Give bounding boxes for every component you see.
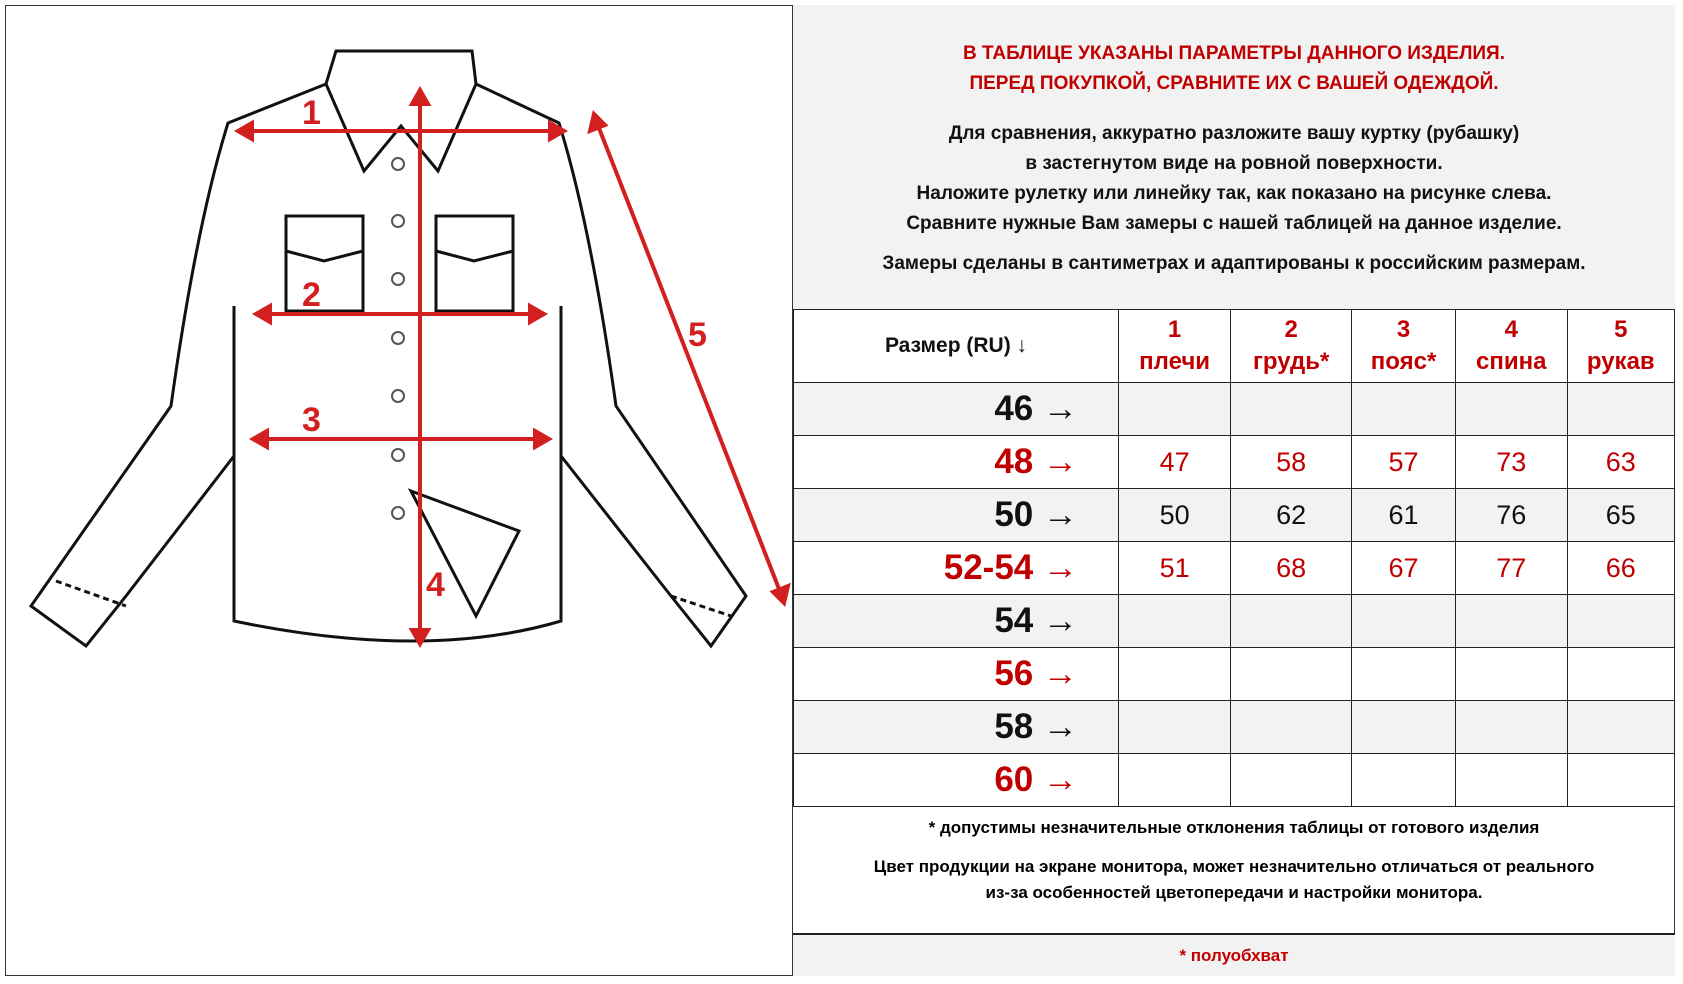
column-number: 3 — [1396, 316, 1411, 343]
measurement-cell: 61 — [1351, 488, 1456, 542]
measurement-cell — [1230, 647, 1353, 701]
measurement-cell — [1351, 647, 1456, 701]
instruction-line: Для сравнения, аккуратно разложите вашу … — [948, 123, 1520, 144]
size-cell: 46 → — [793, 382, 1119, 436]
size-cell: 50 → — [793, 488, 1119, 542]
instruction-line: в застегнутом виде на ровной поверхности… — [1025, 153, 1443, 174]
measurement-cell — [1230, 382, 1353, 436]
deviation-note: * допустимы незначительные отклонения та… — [928, 818, 1540, 837]
measure-label-1: 1 — [302, 94, 321, 132]
column-number: 1 — [1167, 316, 1182, 343]
measurement-cell — [1117, 382, 1232, 436]
measurement-cell — [1454, 647, 1568, 701]
measurement-cell: 76 — [1454, 488, 1568, 542]
table-row: 52-54 → 51 68 67 77 66 — [793, 541, 1676, 595]
size-cell: 56 → — [793, 647, 1119, 701]
measurement-cell — [1351, 753, 1456, 807]
measure-label-2: 2 — [302, 276, 321, 314]
measure-label-3: 3 — [302, 401, 321, 439]
notes-section: * допустимы незначительные отклонения та… — [793, 810, 1675, 935]
measurement-cell: 50 — [1117, 488, 1232, 542]
measurement-cell — [1566, 594, 1676, 648]
size-cell: 52-54 → — [793, 541, 1119, 595]
measurement-cell: 67 — [1351, 541, 1456, 595]
measurement-cell: 62 — [1230, 488, 1353, 542]
measurement-cell: 73 — [1454, 435, 1568, 489]
instruction-line: Сравните нужные Вам замеры с нашей табли… — [906, 213, 1562, 234]
measurement-cell: 57 — [1351, 435, 1456, 489]
column-label: рукав — [1586, 348, 1655, 375]
table-row: 46 → — [793, 382, 1676, 436]
warning-line: ПЕРЕД ПОКУПКОЙ, СРАВНИТЕ ИХ С ВАШЕЙ ОДЕЖ… — [969, 73, 1499, 94]
measurement-cell — [1454, 594, 1568, 648]
measurement-cell — [1117, 594, 1232, 648]
column-header-shoulders: 1 плечи — [1117, 309, 1232, 383]
measurement-cell: 58 — [1230, 435, 1353, 489]
table-header-row: Размер (RU) ↓ 1 плечи 2 грудь* 3 пояс* 4 спи… — [793, 309, 1676, 383]
size-cell: 54 → — [793, 594, 1119, 648]
measurement-cell — [1566, 753, 1676, 807]
measurement-cell: 47 — [1117, 435, 1232, 489]
measurement-cell: 51 — [1117, 541, 1232, 595]
column-header-sleeve: 5 рукав — [1566, 309, 1676, 383]
units-note: Замеры сделаны в сантиметрах и адаптиров… — [882, 253, 1586, 274]
measurement-cell: 66 — [1566, 541, 1676, 595]
measurement-cell — [1351, 594, 1456, 648]
measurement-cell: 77 — [1454, 541, 1568, 595]
column-header-back: 4 спина — [1454, 309, 1568, 383]
measurement-cell — [1566, 647, 1676, 701]
table-row: 48 → 47 58 57 73 63 — [793, 435, 1676, 489]
column-number: 2 — [1284, 316, 1298, 343]
measurement-cell — [1230, 700, 1353, 754]
color-note-line: Цвет продукции на экране монитора, может… — [873, 857, 1595, 876]
color-note: Цвет продукции на экране монитора, может… — [793, 854, 1675, 906]
measurement-cell — [1454, 700, 1568, 754]
warning-text: В ТАБЛИЦЕ УКАЗАНЫ ПАРАМЕТРЫ ДАННОГО ИЗДЕ… — [793, 39, 1675, 99]
column-label: пояс* — [1370, 348, 1437, 375]
size-column-header: Размер (RU) ↓ — [793, 309, 1119, 383]
color-note-line: из-за особенностей цветопередачи и настр… — [985, 883, 1483, 902]
column-header-waist: 3 пояс* — [1351, 309, 1456, 383]
shirt-illustration: 1 2 3 4 5 — [28, 49, 791, 649]
table-row: 58 → — [793, 700, 1676, 754]
column-number: 4 — [1504, 316, 1518, 343]
column-label: плечи — [1139, 348, 1211, 375]
column-number: 5 — [1614, 316, 1628, 343]
table-row: 60 → — [793, 753, 1676, 807]
half-girth-note: * полуобхват — [793, 935, 1675, 976]
instruction-line: Наложите рулетку или линейку так, как по… — [916, 183, 1552, 204]
size-table: Размер (RU) ↓ 1 плечи 2 грудь* 3 пояс* 4 спи… — [793, 309, 1676, 807]
measurement-cell: 63 — [1566, 435, 1676, 489]
column-header-chest: 2 грудь* — [1230, 309, 1353, 383]
size-cell: 58 → — [793, 700, 1119, 754]
measurement-cell — [1351, 700, 1456, 754]
size-cell: 48 → — [793, 435, 1119, 489]
size-chart-panel: В ТАБЛИЦЕ УКАЗАНЫ ПАРАМЕТРЫ ДАННОГО ИЗДЕ… — [792, 5, 1676, 976]
measurement-cell — [1117, 700, 1232, 754]
measurement-cell — [1117, 753, 1232, 807]
instructions: Для сравнения, аккуратно разложите вашу … — [793, 119, 1675, 239]
measurement-cell — [1566, 700, 1676, 754]
measurement-cell — [1230, 594, 1353, 648]
measure-label-5: 5 — [688, 316, 707, 354]
size-cell: 60 → — [793, 753, 1119, 807]
table-row: 56 → — [793, 647, 1676, 701]
measurement-cell: 68 — [1230, 541, 1353, 595]
measurement-cell — [1351, 382, 1456, 436]
shirt-diagram: 1 2 3 4 5 — [6, 6, 792, 975]
column-label: спина — [1476, 348, 1547, 375]
table-row: 50 → 50 62 61 76 65 — [793, 488, 1676, 542]
measurement-cell: 65 — [1566, 488, 1676, 542]
warning-line: В ТАБЛИЦЕ УКАЗАНЫ ПАРАМЕТРЫ ДАННОГО ИЗДЕ… — [962, 43, 1505, 64]
column-label: грудь* — [1252, 348, 1330, 375]
measurement-cell — [1230, 753, 1353, 807]
measurement-cell — [1454, 382, 1568, 436]
measurement-cell — [1117, 647, 1232, 701]
measurement-cell — [1566, 382, 1676, 436]
measure-label-4: 4 — [426, 566, 445, 604]
measurement-cell — [1454, 753, 1568, 807]
table-row: 54 → — [793, 594, 1676, 648]
intro-section: В ТАБЛИЦЕ УКАЗАНЫ ПАРАМЕТРЫ ДАННОГО ИЗДЕ… — [793, 5, 1675, 311]
